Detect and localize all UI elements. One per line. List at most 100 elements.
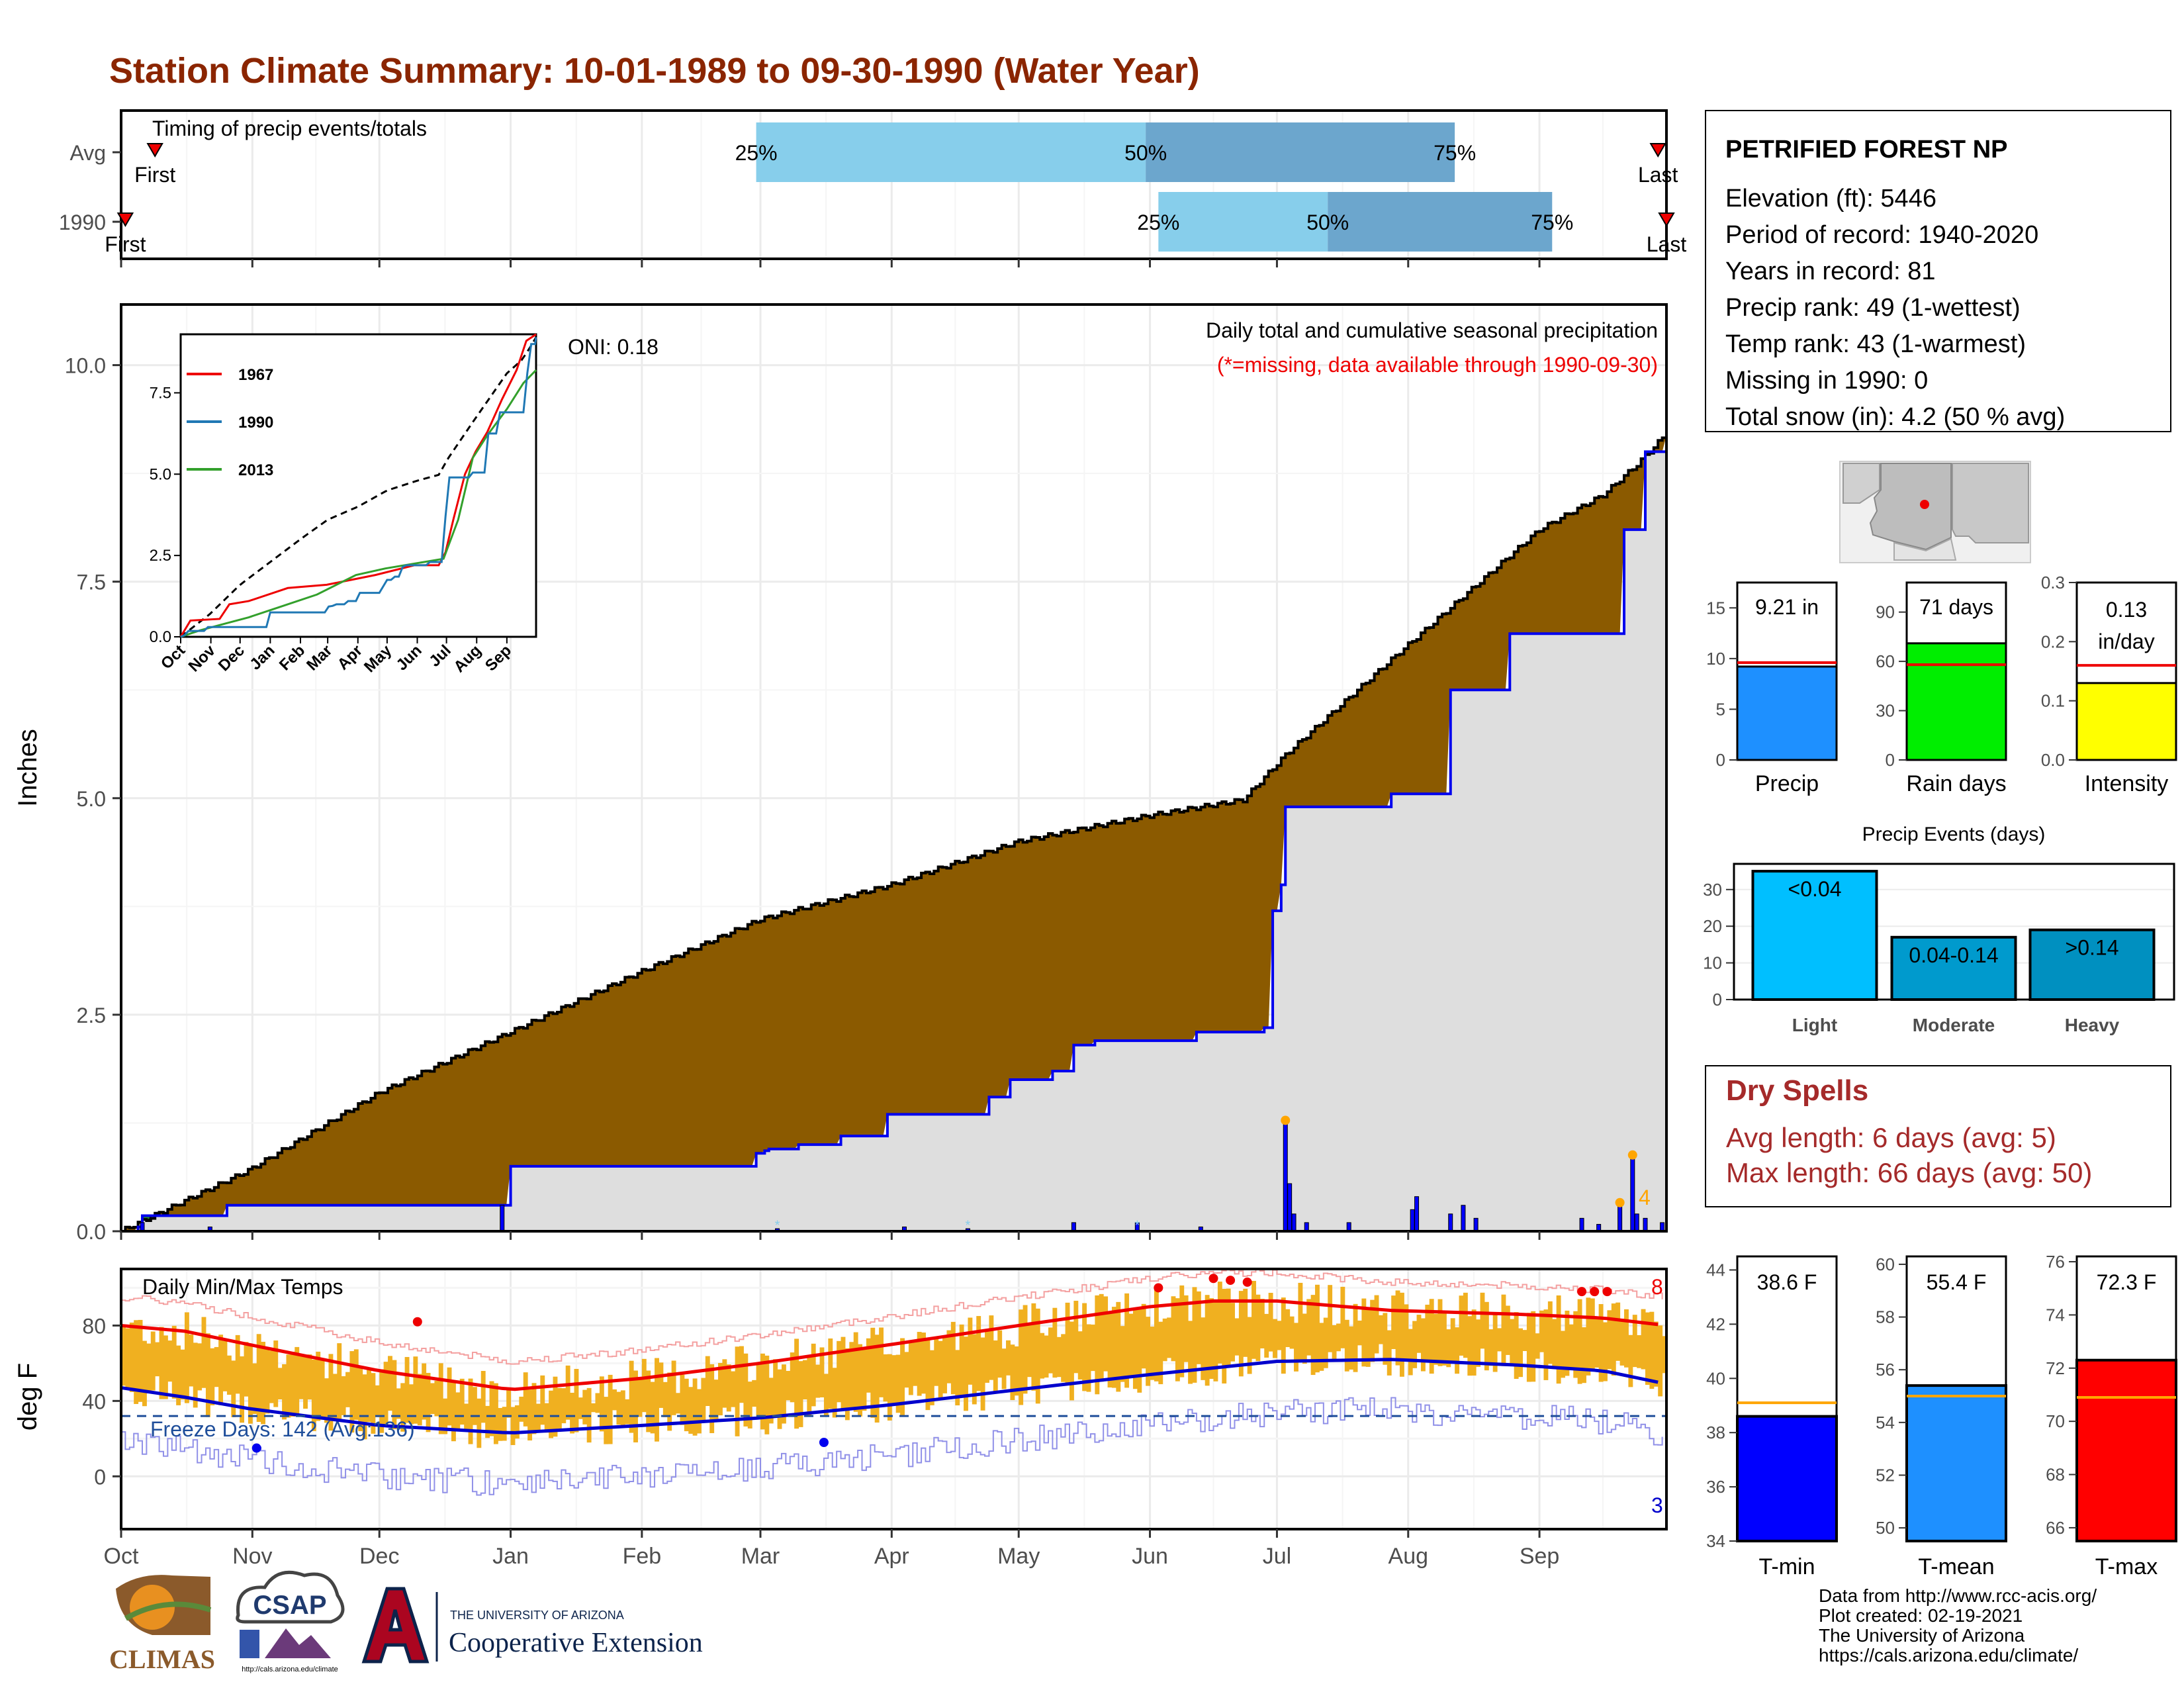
daily-temp-bar [591,1403,596,1413]
daily-temp-bar [404,1356,410,1423]
daily-temp-bar [1040,1333,1045,1379]
daily-temp-bar [866,1338,871,1393]
daily-temp-bar [485,1405,490,1438]
snow-marker: * [775,1218,780,1233]
month-label: Sep [1520,1544,1560,1569]
daily-precip-bar [1634,1213,1639,1232]
daily-temp-bar [155,1342,160,1377]
temp-y-label: 40 [82,1389,106,1413]
daily-temp-bar [1298,1282,1303,1361]
y-tick-label: 7.5 [77,571,106,594]
daily-temp-bar [1146,1317,1151,1386]
daily-temp-bar [959,1324,964,1397]
daily-temp-bar [1619,1319,1625,1366]
month-label: Aug [1388,1544,1429,1569]
daily-temp-bar [502,1407,507,1441]
daily-precip-bar [1414,1196,1420,1232]
daily-temp-bar [862,1349,867,1411]
map-sonora [1893,538,1957,561]
footer-credit-line: https://cals.arizona.edu/climate/ [1819,1645,2078,1665]
snow-marker: * [1134,1218,1140,1233]
station-info-line: Period of record: 1940-2020 [1725,221,2038,249]
daily-temp-bar [942,1337,947,1393]
daily-temp-bar [332,1374,338,1419]
inset-legend-label: 2013 [238,461,273,479]
daily-temp-bar [1471,1309,1477,1376]
daily-temp-bar [1662,1336,1667,1374]
daily-temp-bar [604,1397,609,1444]
daily-temp-bar [1052,1307,1058,1378]
daily-temp-bar [625,1399,630,1425]
inset-legend-label: 1990 [238,414,273,432]
temperature-summary-charts: 38.6 F 34 36 38 40 42 44 T-min 55.4 F 50 52 54 56 58 6… [1706,1252,2177,1579]
daily-temp-bar [1543,1309,1549,1380]
daily-temp-bar [946,1330,952,1383]
daily-temp-bar [692,1378,698,1436]
month-label: Feb [623,1544,662,1569]
summary-y-label: 0 [1716,750,1725,770]
events-bar [2028,928,2156,1002]
daily-precip-bar [1448,1213,1453,1232]
temp-summary-bar [1736,1415,1838,1543]
daily-temp-bar [193,1342,198,1408]
quartile-bar-50-75 [1328,192,1553,252]
precip-header-1: Daily total and cumulative seasonal prec… [1206,318,1658,342]
daily-temp-bar [726,1364,731,1412]
daily-temp-bar [1082,1303,1087,1391]
quartile-50-label: 50% [1124,141,1167,165]
daily-temp-bar [705,1356,710,1406]
daily-temp-bar [1188,1321,1193,1384]
events-bar-label: >0.14 [2066,936,2119,960]
record-high-marker [412,1317,422,1327]
daily-precip-bar [1287,1183,1293,1232]
daily-temp-bar [1501,1294,1506,1366]
daily-temp-bar [676,1393,680,1414]
daily-temp-bar [1264,1313,1269,1358]
climas-swoosh [124,1601,212,1621]
temp-summary-y-label: 52 [1876,1465,1895,1485]
temp-summary-category: T-mean [1918,1554,1994,1579]
daily-temp-bar [261,1342,266,1425]
events-bar [1751,870,1878,1001]
daily-temp-bar [929,1350,934,1405]
daily-temp-bar [375,1385,380,1417]
average-cumulative-line [121,436,1668,1233]
daily-temp-bar [574,1368,579,1432]
summary-bar [1905,642,2007,761]
daily-temp-bar [1289,1316,1295,1349]
station-info-line: Elevation (ft): 5446 [1725,185,1936,212]
daily-temp-bar [1586,1297,1591,1376]
daily-temp-bar [993,1340,998,1393]
timing-title: Timing of precip events/totals [152,117,427,140]
temp-summary-y-label: 74 [2046,1305,2065,1325]
daily-temp-bar [316,1351,321,1421]
timing-row-label: Avg [69,141,106,165]
record-high-marker [1590,1287,1600,1297]
temp-summary-category: T-min [1759,1554,1815,1579]
temp-y-label: 80 [82,1314,106,1338]
daily-temp-bar [1624,1309,1629,1368]
daily-precip-bar [1461,1205,1466,1232]
daily-temp-bar [608,1374,613,1444]
daily-temp-bar [891,1355,897,1403]
daily-temp-bar [447,1367,452,1426]
daily-temp-bar [1505,1305,1510,1355]
station-location-marker [1920,500,1929,509]
daily-temp-bar [1531,1311,1536,1382]
daily-temp-bar [841,1336,846,1410]
daily-temp-bar [989,1315,994,1380]
daily-temp-bar [341,1376,346,1415]
daily-temp-bar [142,1340,147,1407]
daily-temp-bar [1353,1303,1358,1372]
daily-temp-bar [768,1378,774,1424]
daily-temp-bar [1641,1309,1646,1370]
daily-temp-bar [240,1356,245,1423]
daily-temp-bar [1171,1296,1176,1362]
observed-cumulative-line [121,433,1668,1233]
daily-temp-bar [371,1373,376,1434]
daily-temp-bar [1658,1325,1663,1397]
oni-label: ONI: 0.18 [568,335,659,359]
daily-temp-bar [595,1393,600,1413]
page-title: Station Climate Summary: 10-01-1989 to 0… [109,51,1200,91]
daily-temp-bar [637,1378,643,1417]
